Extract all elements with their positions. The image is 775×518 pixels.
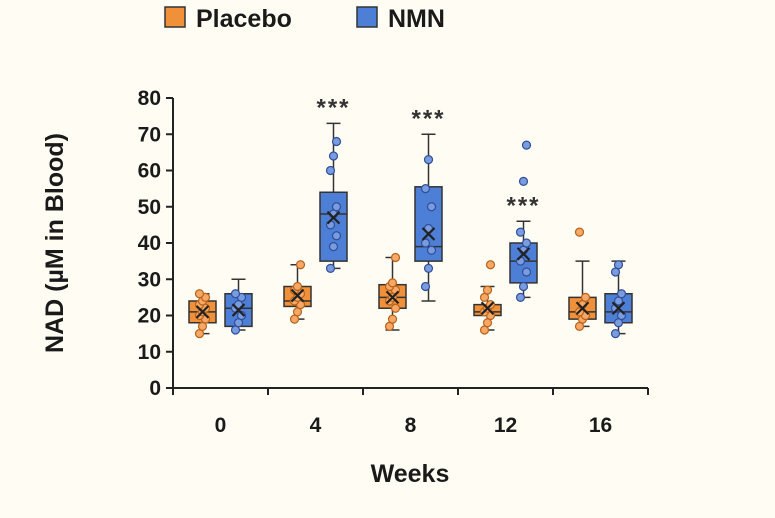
data-point — [420, 238, 431, 248]
significance-label: *** — [316, 94, 350, 121]
data-point — [518, 176, 529, 186]
y-tick-label: 40 — [138, 232, 161, 255]
y-tick-label: 70 — [138, 123, 161, 146]
data-point — [292, 281, 303, 292]
mean-marker — [611, 301, 626, 316]
data-point — [331, 202, 342, 212]
y-tick-label: 20 — [138, 305, 161, 328]
data-point — [580, 292, 591, 302]
box-nmn-week-0 — [224, 278, 253, 335]
box-nmn-week-16 — [604, 260, 633, 339]
data-point — [610, 329, 621, 339]
box-placebo-week-4 — [283, 260, 312, 324]
x-tick-label: 0 — [215, 414, 227, 437]
box-placebo-week-12 — [473, 260, 502, 335]
x-tick-label: 8 — [405, 414, 417, 437]
legend: Placebo NMN — [164, 5, 445, 33]
y-axis-title: NAD (µM in Blood) — [41, 133, 69, 353]
box-placebo-week-16 — [568, 227, 597, 331]
data-point — [613, 260, 624, 270]
box-nmn-week-4 — [319, 122, 348, 273]
x-axis-title: Weeks — [371, 460, 450, 488]
mean-marker — [575, 301, 590, 316]
data-point — [423, 155, 434, 165]
legend-label-placebo: Placebo — [196, 5, 292, 33]
data-point — [295, 260, 306, 270]
data-point — [387, 278, 398, 288]
y-tick-label: 80 — [138, 87, 161, 110]
data-point — [390, 303, 401, 313]
data-point — [331, 136, 342, 147]
x-axis-ticks: 0 4 8 12 16 — [172, 388, 649, 437]
legend-swatch-nmn — [356, 6, 378, 28]
x-tick-label: 16 — [589, 414, 612, 437]
y-axis-ticks: 0 10 20 30 40 50 60 70 80 — [138, 87, 173, 400]
significance-label: *** — [506, 192, 540, 219]
box-placebo-week-8 — [378, 252, 407, 331]
mean-marker — [326, 210, 341, 225]
box-nmn-week-12 — [509, 140, 538, 302]
box-placebo-week-0 — [188, 289, 217, 339]
y-tick-label: 60 — [138, 160, 161, 183]
mean-marker — [516, 247, 531, 261]
data-point — [518, 281, 529, 292]
data-point — [521, 238, 532, 248]
legend-item-nmn: NMN — [356, 5, 445, 33]
mean-marker — [195, 305, 210, 319]
box-plots — [188, 122, 633, 339]
mean-marker — [421, 227, 436, 241]
legend-swatch-placebo — [164, 6, 186, 28]
legend-item-placebo: Placebo — [164, 5, 292, 33]
significance-label: *** — [411, 105, 445, 132]
mean-marker — [480, 301, 495, 316]
data-point — [426, 245, 437, 255]
significance-annotations: *** *** *** — [316, 94, 540, 219]
mean-marker — [385, 290, 400, 305]
data-point — [328, 242, 339, 252]
data-point — [194, 289, 205, 299]
data-point — [236, 310, 247, 321]
data-point — [325, 165, 336, 176]
data-point — [387, 314, 398, 324]
data-point — [515, 227, 526, 237]
y-tick-label: 10 — [138, 341, 161, 364]
mean-marker — [290, 288, 305, 303]
data-point — [328, 151, 339, 161]
y-tick-label: 50 — [138, 196, 161, 219]
data-point — [423, 263, 434, 273]
x-tick-label: 12 — [494, 414, 517, 437]
box-nmn-week-8 — [414, 133, 443, 302]
data-point — [482, 285, 493, 295]
data-point — [325, 263, 336, 273]
data-point — [230, 289, 241, 299]
data-point — [420, 281, 431, 292]
data-point — [521, 140, 532, 150]
mean-marker — [231, 303, 246, 317]
y-tick-label: 30 — [138, 268, 161, 291]
y-tick-label: 0 — [149, 377, 161, 400]
data-point — [515, 292, 526, 302]
data-point — [420, 184, 431, 194]
x-tick-label: 4 — [310, 414, 322, 437]
legend-label-nmn: NMN — [388, 5, 445, 33]
data-point — [485, 260, 496, 270]
data-point — [616, 289, 627, 299]
data-point — [521, 267, 532, 277]
data-point — [426, 202, 437, 212]
data-point — [331, 231, 342, 241]
data-point — [574, 227, 585, 237]
data-point — [390, 252, 401, 263]
